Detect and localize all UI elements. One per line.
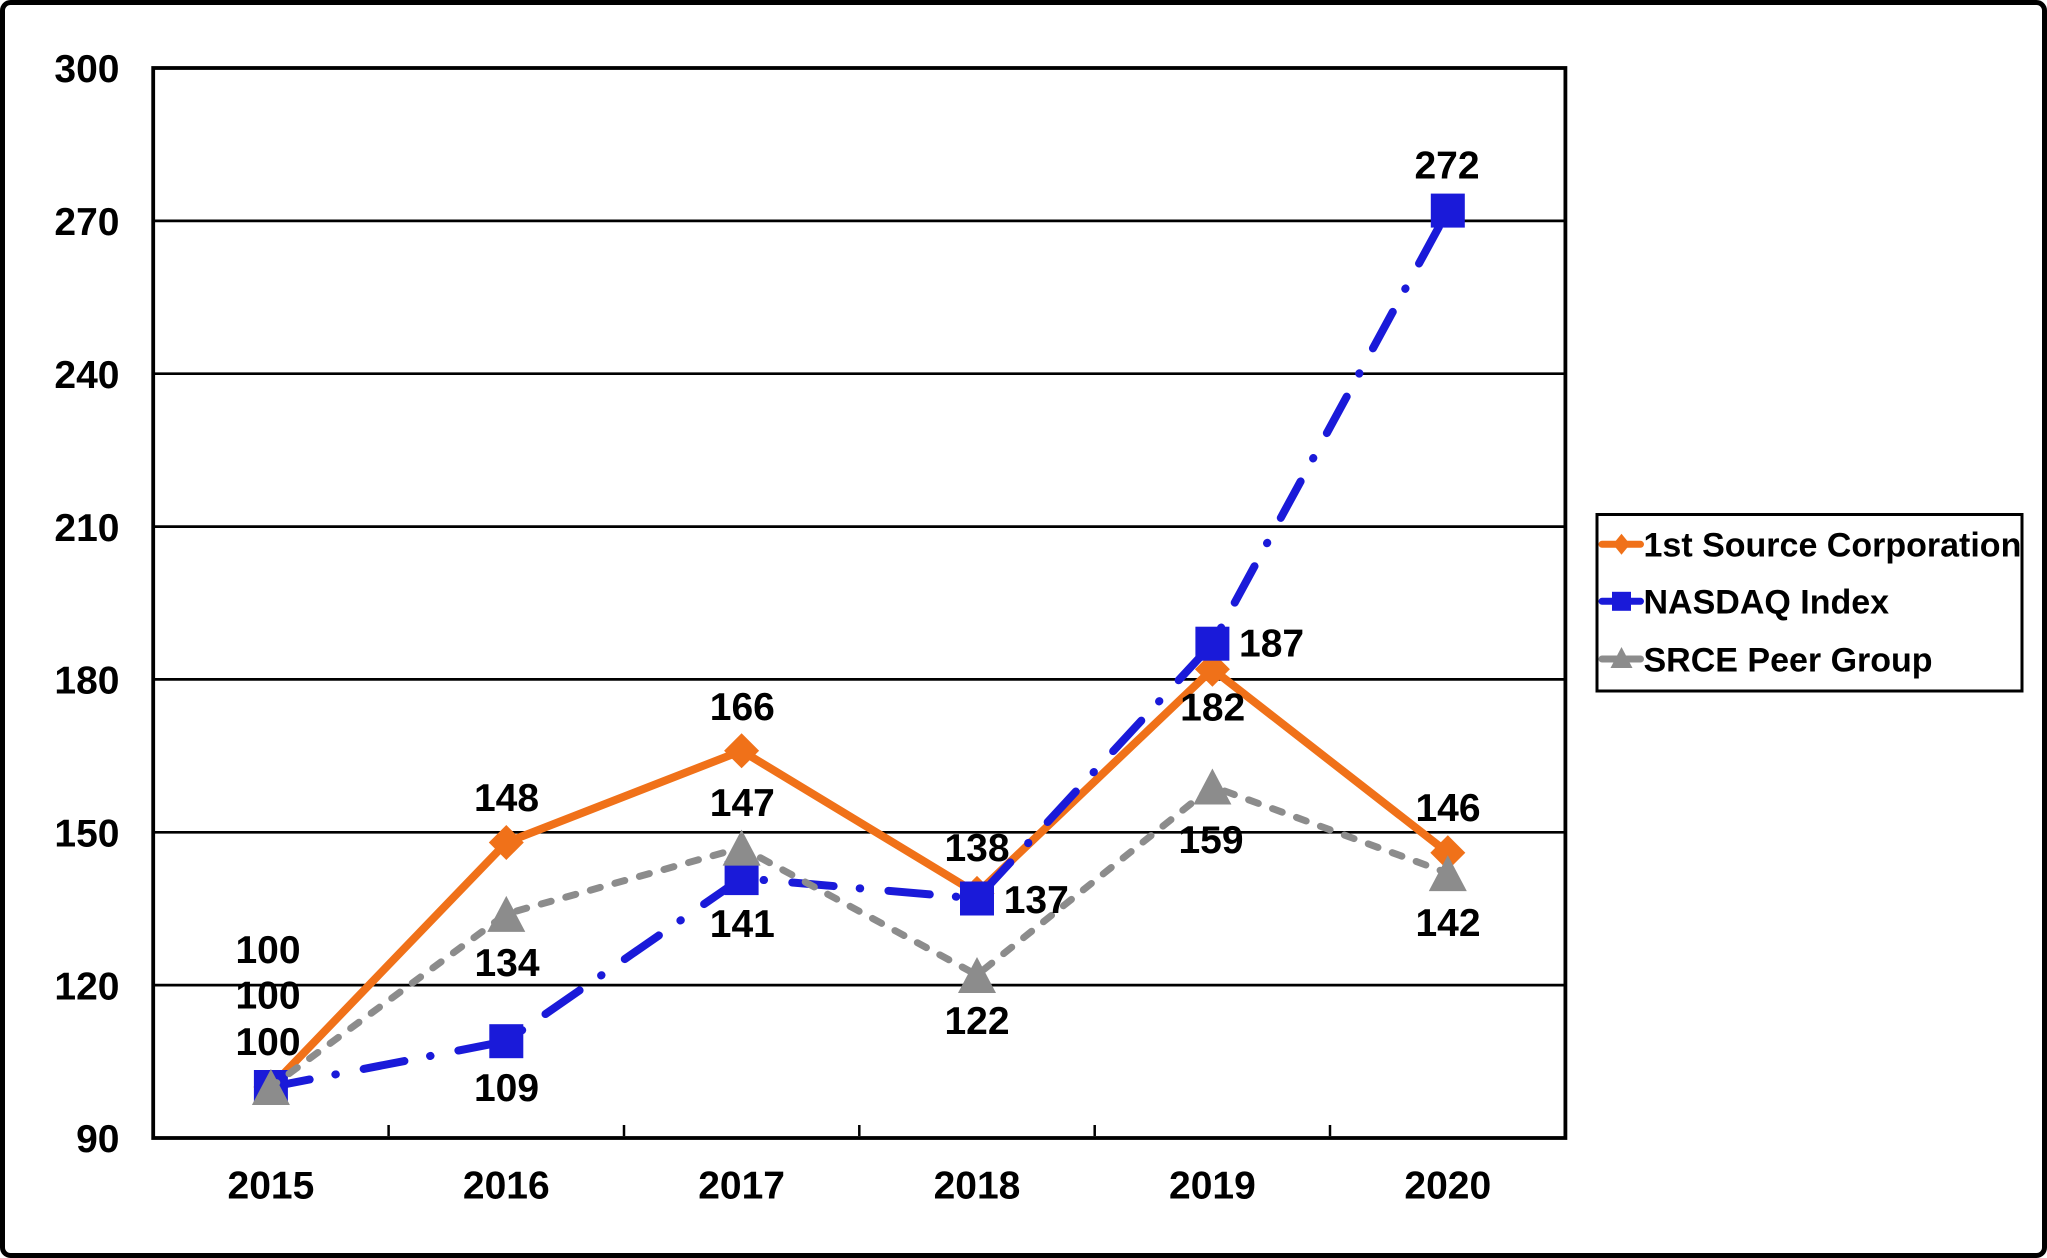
svg-text:122: 122 [944,1000,1009,1043]
svg-text:182: 182 [1180,687,1245,730]
svg-text:120: 120 [54,965,119,1008]
svg-text:109: 109 [474,1067,539,1110]
svg-text:1st Source Corporation: 1st Source Corporation [1644,527,2022,565]
svg-text:NASDAQ Index: NASDAQ Index [1644,584,1890,622]
svg-text:100: 100 [235,929,300,972]
svg-text:100: 100 [235,1021,300,1064]
svg-text:2020: 2020 [1404,1165,1491,1208]
svg-text:137: 137 [1004,879,1069,922]
svg-text:100: 100 [235,975,300,1018]
svg-text:2018: 2018 [934,1165,1021,1208]
svg-text:2019: 2019 [1169,1165,1256,1208]
svg-text:148: 148 [474,777,539,820]
svg-text:272: 272 [1414,145,1479,188]
svg-text:180: 180 [54,660,119,703]
svg-text:134: 134 [474,942,539,985]
svg-text:138: 138 [944,827,1009,870]
svg-text:147: 147 [710,782,775,825]
svg-text:159: 159 [1178,819,1243,862]
svg-text:150: 150 [54,813,119,856]
svg-text:300: 300 [54,48,119,91]
svg-text:2016: 2016 [463,1165,550,1208]
svg-text:90: 90 [76,1118,119,1161]
svg-text:2015: 2015 [228,1165,315,1208]
svg-text:166: 166 [710,686,775,729]
svg-text:SRCE Peer Group: SRCE Peer Group [1644,641,1933,679]
svg-text:240: 240 [54,354,119,397]
svg-text:142: 142 [1415,902,1480,945]
svg-text:210: 210 [54,507,119,550]
svg-text:146: 146 [1415,787,1480,830]
svg-text:2017: 2017 [698,1165,785,1208]
svg-text:141: 141 [710,903,775,946]
svg-text:270: 270 [54,201,119,244]
svg-text:187: 187 [1239,623,1304,666]
